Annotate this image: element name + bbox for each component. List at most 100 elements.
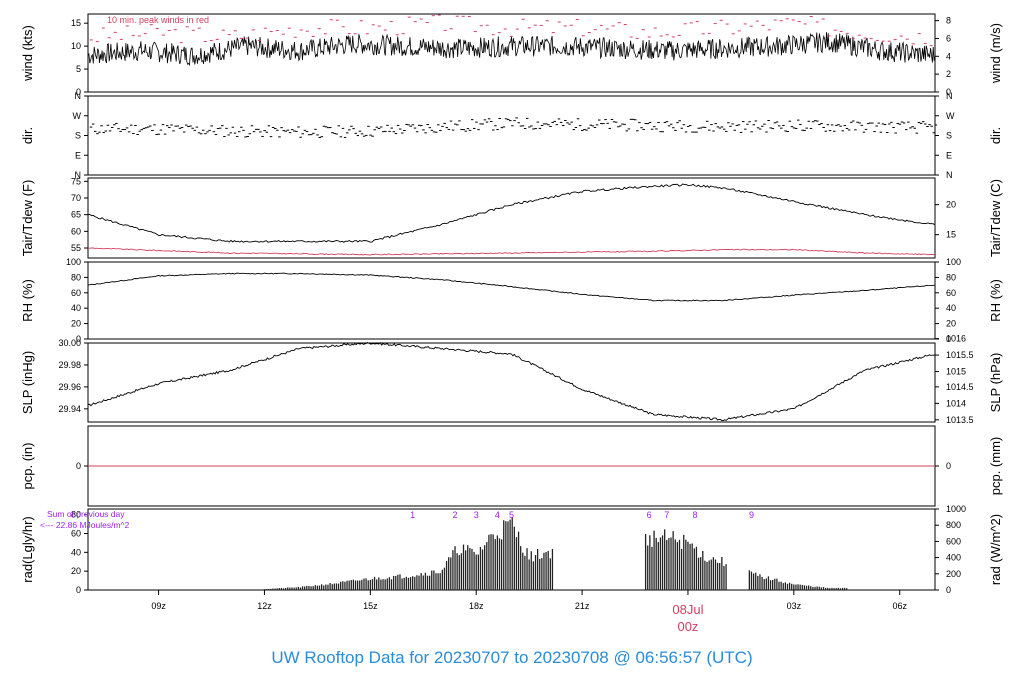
- y-right-axis-label: RH (%): [988, 279, 1003, 322]
- x-tick-label: 15z: [363, 601, 378, 611]
- y-right-axis-label: dir.: [988, 127, 1003, 144]
- y-right-tick-label: 15: [946, 230, 956, 240]
- y-axis-label: SLP (inHg): [20, 351, 35, 414]
- panel-dir: [84, 95, 939, 176]
- radiation-marker: 7: [664, 510, 669, 520]
- y-right-tick-label: 2: [946, 69, 951, 79]
- y-right-tick-label: 20: [946, 200, 956, 210]
- y-tick-label: 40: [71, 303, 81, 313]
- y-right-axis-label: wind (m/s): [988, 23, 1003, 84]
- y-right-tick-label: 600: [946, 536, 961, 546]
- y-right-tick-label: 1014.5: [946, 382, 974, 392]
- radiation-marker: 5: [509, 510, 514, 520]
- y-right-tick-label: 1015.5: [946, 350, 974, 360]
- y-right-tick-label: 200: [946, 569, 961, 579]
- y-tick-label: 29.98: [58, 360, 81, 370]
- y-tick-label: N: [75, 170, 82, 180]
- y-tick-label: S: [75, 131, 81, 141]
- radiation-marker: 6: [647, 510, 652, 520]
- y-tick-label: 65: [71, 210, 81, 220]
- x-tick-label: 06z: [892, 601, 907, 611]
- panel-pcp: [84, 425, 939, 507]
- y-right-axis-label: Tair/Tdew (C): [988, 179, 1003, 257]
- rh-line: [87, 272, 935, 302]
- radiation-sum-value: <--- 22.86 MJoules/m^2: [40, 520, 130, 530]
- y-axis-label: RH (%): [20, 279, 35, 322]
- y-right-tick-label: 800: [946, 520, 961, 530]
- y-axis-label: rad(Lgly/hr): [20, 516, 35, 582]
- y-right-tick-label: 1000: [946, 504, 966, 514]
- y-right-tick-label: 20: [946, 319, 956, 329]
- y-tick-label: 5: [76, 64, 81, 74]
- y-tick-label: 80: [71, 272, 81, 282]
- radiation-marker: 8: [693, 510, 698, 520]
- y-right-tick-label: S: [946, 131, 952, 141]
- y-tick-label: 40: [71, 547, 81, 557]
- radiation-marker: 4: [495, 510, 500, 520]
- panel-frame: [87, 13, 936, 93]
- y-tick-label: 70: [71, 193, 81, 203]
- y-right-axis-label: SLP (hPa): [988, 353, 1003, 413]
- panel-slp: [84, 338, 939, 423]
- y-right-tick-label: 1014: [946, 398, 966, 408]
- y-right-axis-label: rad (W/m^2): [988, 514, 1003, 585]
- y-axis-label: pcp. (in): [20, 443, 35, 490]
- y-tick-label: 20: [71, 566, 81, 576]
- y-tick-label: 30.00: [58, 338, 81, 348]
- y-right-tick-label: 1013.5: [946, 415, 974, 425]
- y-right-tick-label: N: [946, 91, 953, 101]
- y-tick-label: 80: [71, 510, 81, 520]
- y-tick-label: 0: [76, 585, 81, 595]
- x-tick-label: 00z: [677, 619, 698, 634]
- x-tick-label: 09z: [151, 601, 166, 611]
- panel-rh: [84, 261, 939, 340]
- y-right-tick-label: W: [946, 111, 955, 121]
- panel-frame: [87, 261, 936, 340]
- y-right-tick-label: 8: [946, 16, 951, 26]
- radiation-marker: 3: [474, 510, 479, 520]
- y-tick-label: 10: [71, 41, 81, 51]
- y-tick-label: 60: [71, 288, 81, 298]
- radiation-sum-label: Sum of previous day: [47, 509, 125, 519]
- y-tick-label: 60: [71, 528, 81, 538]
- y-right-tick-label: 1015: [946, 367, 966, 377]
- y-right-tick-label: 0: [946, 334, 951, 344]
- y-axis-label: wind (kts): [20, 25, 35, 82]
- y-right-tick-label: 80: [946, 272, 956, 282]
- y-right-tick-label: 0: [946, 585, 951, 595]
- panel-frame: [87, 342, 936, 423]
- panel-frame: [87, 508, 936, 591]
- y-tick-label: 20: [71, 319, 81, 329]
- y-tick-label: 0: [76, 87, 81, 97]
- y-tick-label: E: [75, 150, 81, 160]
- peak-wind-annotation: 10 min. peak winds in red: [107, 15, 209, 25]
- dewpoint-line: [87, 247, 936, 256]
- radiation-marker: 2: [453, 510, 458, 520]
- x-tick-label: 03z: [787, 601, 802, 611]
- y-right-tick-label: 4: [946, 51, 951, 61]
- y-tick-label: 55: [71, 243, 81, 253]
- panel-wind: [84, 13, 939, 93]
- panel-frame: [87, 177, 936, 259]
- radiation-marker: 1: [410, 510, 415, 520]
- y-axis-label: Tair/Tdew (F): [20, 180, 35, 257]
- radiation-marker: 9: [749, 510, 754, 520]
- y-right-tick-label: 400: [946, 553, 961, 563]
- panel-temp: [84, 177, 939, 259]
- y-tick-label: 75: [71, 176, 81, 186]
- y-right-tick-label: N: [946, 170, 953, 180]
- y-right-tick-label: 0: [946, 87, 951, 97]
- x-date-label: 08Jul: [672, 602, 703, 617]
- x-tick-label: 21z: [575, 601, 590, 611]
- panel-frame: [87, 95, 936, 176]
- y-tick-label: 60: [71, 226, 81, 236]
- x-tick-label: 12z: [257, 601, 272, 611]
- wind-speed-line: [87, 32, 936, 66]
- y-tick-label: 0: [76, 334, 81, 344]
- y-right-tick-label: 100: [946, 257, 961, 267]
- y-right-tick-label: 1016: [946, 334, 966, 344]
- y-tick-label: 29.94: [58, 404, 81, 414]
- air-temp-line: [87, 183, 936, 243]
- panel-rad: [84, 508, 939, 591]
